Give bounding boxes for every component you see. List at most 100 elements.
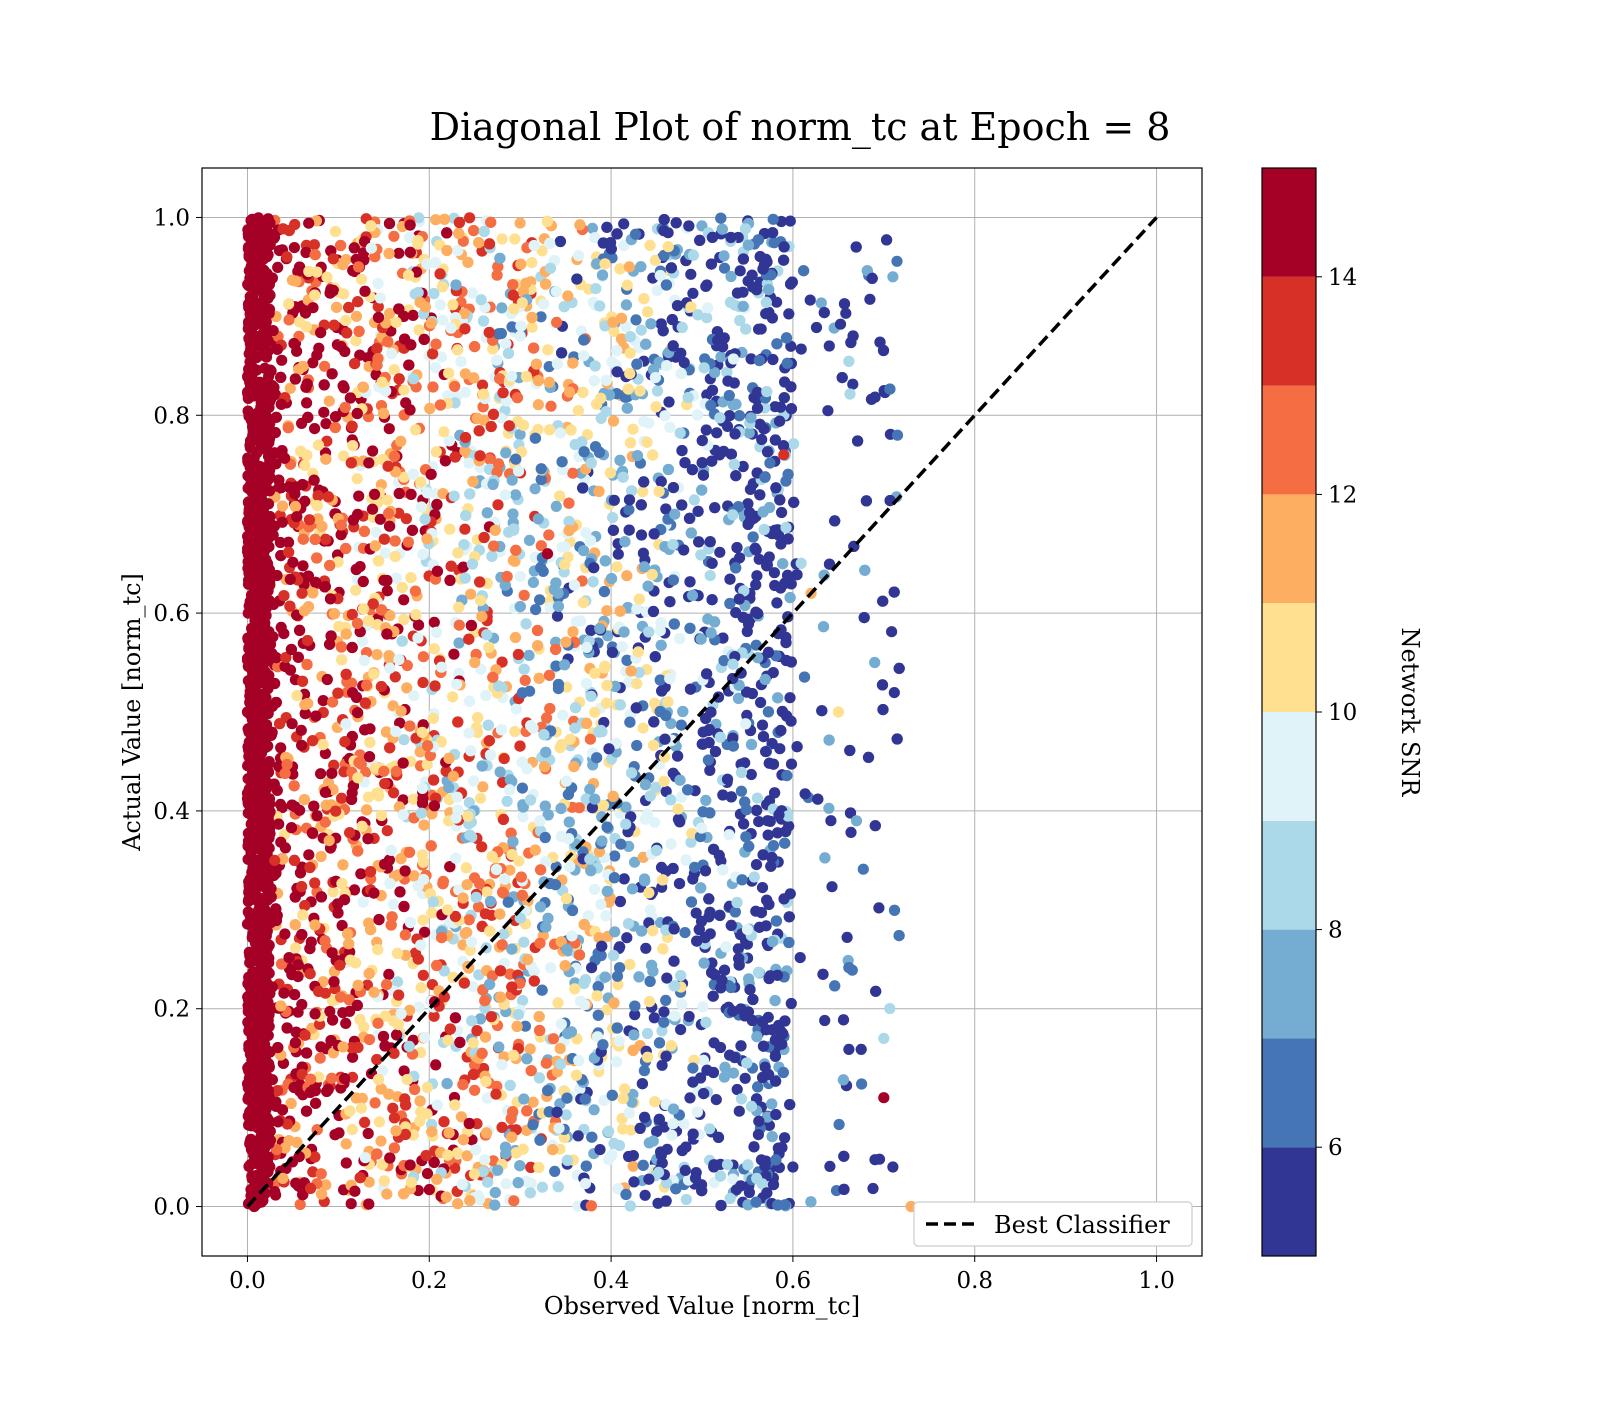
scatter-point [575, 615, 586, 626]
scatter-point [735, 1040, 746, 1051]
scatter-point [363, 1199, 374, 1210]
scatter-point [319, 379, 330, 390]
scatter-point [514, 1160, 525, 1171]
scatter-point [328, 285, 339, 296]
scatter-point [491, 355, 502, 366]
scatter-point [352, 846, 363, 857]
scatter-point [416, 501, 427, 512]
scatter-point [445, 1023, 456, 1034]
scatter-point [507, 475, 518, 486]
scatter-point [358, 896, 369, 907]
scatter-point [515, 218, 526, 229]
scatter-point [654, 1114, 665, 1125]
scatter-point [632, 450, 643, 461]
scatter-point [630, 314, 641, 325]
scatter-point [685, 269, 696, 280]
scatter-point [688, 1129, 699, 1140]
scatter-point [318, 407, 329, 418]
scatter-point [543, 529, 554, 540]
scatter-point [518, 937, 529, 948]
scatter-point [398, 594, 409, 605]
scatter-point [709, 502, 720, 513]
scatter-point [480, 690, 491, 701]
scatter-point [601, 375, 612, 386]
scatter-point [856, 1044, 867, 1055]
scatter-point [413, 954, 424, 965]
scatter-point [303, 849, 314, 860]
scatter-point [677, 706, 688, 717]
scatter-point [336, 529, 347, 540]
scatter-point [881, 234, 892, 245]
scatter-point [517, 783, 528, 794]
scatter-point [753, 816, 764, 827]
scatter-point [838, 1074, 849, 1085]
scatter-point [668, 575, 679, 586]
scatter-point [493, 1041, 504, 1052]
scatter-point [680, 1165, 691, 1176]
scatter-point [589, 884, 600, 895]
scatter-point [751, 284, 762, 295]
scatter-point [892, 430, 903, 441]
scatter-point [651, 1126, 662, 1137]
scatter-point [375, 292, 386, 303]
scatter-point [383, 969, 394, 980]
scatter-point [628, 1176, 639, 1187]
scatter-point [275, 742, 286, 753]
scatter-point [332, 907, 343, 918]
scatter-point [636, 325, 647, 336]
scatter-point [668, 1104, 679, 1115]
scatter-point [347, 1124, 358, 1135]
scatter-point [715, 351, 726, 362]
scatter-point [289, 242, 300, 253]
scatter-point [631, 678, 642, 689]
scatter-point [481, 629, 492, 640]
scatter-point [781, 332, 792, 343]
scatter-point [783, 937, 794, 948]
scatter-point [301, 450, 312, 461]
scatter-point [302, 635, 313, 646]
scatter-point [510, 489, 521, 500]
scatter-point [550, 644, 561, 655]
scatter-point [533, 399, 544, 410]
scatter-point [438, 426, 449, 437]
scatter-point [842, 932, 853, 943]
scatter-point [754, 922, 765, 933]
scatter-point [535, 901, 546, 912]
scatter-point [867, 1183, 878, 1194]
scatter-point [624, 717, 635, 728]
scatter-point [354, 326, 365, 337]
scatter-point [463, 458, 474, 469]
scatter-point [661, 1051, 672, 1062]
scatter-point [311, 810, 322, 821]
scatter-point [475, 793, 486, 804]
scatter-point [354, 1014, 365, 1025]
scatter-point [628, 1029, 639, 1040]
scatter-point [413, 620, 424, 631]
scatter-point [289, 1082, 300, 1093]
scatter-point [274, 718, 285, 729]
scatter-point [767, 1131, 778, 1142]
scatter-point [315, 768, 326, 779]
scatter-point [666, 1040, 677, 1051]
scatter-point [738, 301, 749, 312]
scatter-point [302, 378, 313, 389]
scatter-point [337, 859, 348, 870]
scatter-point [823, 803, 834, 814]
scatter-point [463, 728, 474, 739]
scatter-point [852, 435, 863, 446]
scatter-point [410, 586, 421, 597]
scatter-point [752, 793, 763, 804]
scatter-point [366, 243, 377, 254]
scatter-point [663, 464, 674, 475]
scatter-point [446, 561, 457, 572]
scatter-point [437, 315, 448, 326]
scatter-point [289, 855, 300, 866]
scatter-point [645, 976, 656, 987]
scatter-point [643, 626, 654, 637]
scatter-point [740, 1073, 751, 1084]
scatter-point [309, 290, 320, 301]
scatter-point [578, 545, 589, 556]
scatter-point [631, 702, 642, 713]
